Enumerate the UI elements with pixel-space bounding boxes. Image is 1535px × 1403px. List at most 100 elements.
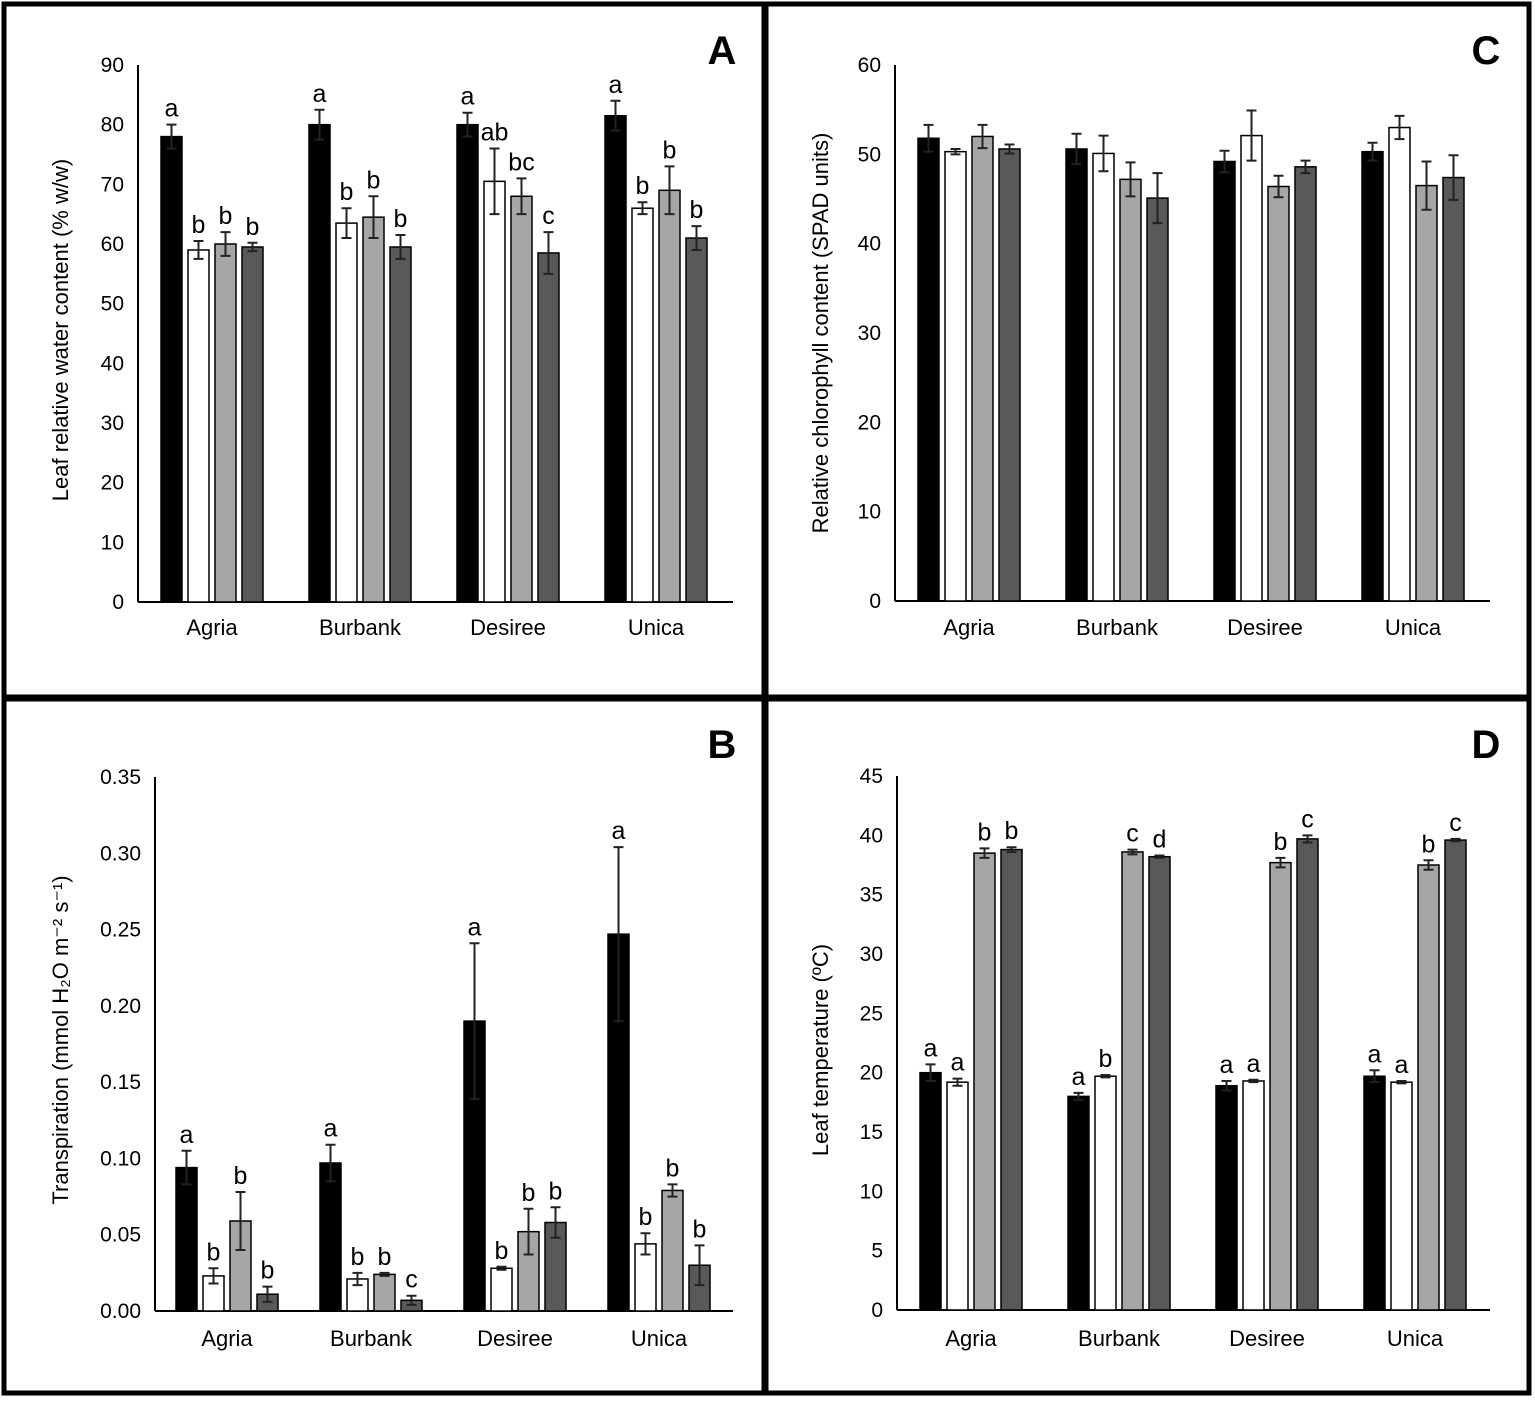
panel-a-x-tick-label: Unica [628, 615, 685, 640]
panel-d-bar [1417, 864, 1440, 1311]
panel-b-significance-label: a [468, 913, 482, 941]
panel-b-error-bar [667, 1183, 678, 1198]
panel-c-error-bar [1219, 149, 1230, 174]
panel-a-error-bar [341, 207, 352, 240]
panel-a-error-bar [691, 225, 702, 251]
panel-c-x-tick-label: Desiree [1227, 615, 1303, 640]
panel-b-significance-label: a [180, 1121, 194, 1149]
panel-b-y-tick-label: 0.30 [100, 842, 141, 865]
panel-d-significance-label: b [1099, 1045, 1113, 1073]
panel-d-y-tick-label: 10 [860, 1180, 883, 1203]
panel-c-error-bar [1300, 159, 1311, 175]
panel-a-bar [537, 252, 560, 603]
panel-b-y-tick-label: 0.05 [100, 1224, 141, 1247]
panel-a-error-bar [516, 177, 527, 216]
panel-d-bar [1067, 1095, 1090, 1311]
panel-d-error-bar [1423, 859, 1434, 871]
panel-c-error-bar [950, 147, 961, 156]
panel-d-error-bar [1127, 848, 1138, 856]
panel-c-error-bar [1421, 160, 1432, 211]
panel-a-significance-label: a [165, 95, 179, 123]
panel-b-x-tick-label: Burbank [330, 1326, 413, 1351]
panel-a-error-bar [166, 123, 177, 150]
panel-b-significance-label: b [234, 1162, 248, 1190]
panel-b-y-tick-label: 0.25 [100, 919, 141, 942]
panel-a-bar [658, 189, 681, 603]
panel-d-error-bar [1369, 1069, 1380, 1084]
panel-c-y-tick-label: 50 [858, 143, 881, 166]
panel-b-error-bar [550, 1206, 561, 1239]
panel-c-error-bar [1098, 134, 1109, 173]
panel-a-bar [631, 207, 654, 603]
panel-d-y-tick-label: 45 [860, 765, 883, 788]
panel-a-significance-label: a [313, 80, 327, 108]
panel-a-significance-label: b [340, 178, 354, 206]
panel-d-bar [946, 1081, 969, 1311]
panel-b-x-tick-label: Desiree [477, 1326, 553, 1351]
panel-d-letter: D [1472, 723, 1501, 767]
panel-a-significance-label: b [367, 166, 381, 194]
panel-c-bar [1146, 197, 1169, 602]
panel-a-error-bar [489, 147, 500, 216]
panel-b-plot: 0.000.050.100.150.200.250.300.35Agriaabb… [100, 766, 733, 1351]
panel-d: D Leaf temperature (ºC) 0 5 10 15 20 25 30 35 40… [763, 696, 1532, 1396]
panel-a-x-tick-label: Agria [186, 615, 238, 640]
panel-b-error-bar [208, 1267, 219, 1285]
panel-d-error-bar [1073, 1091, 1084, 1101]
panel-d-bar [1000, 848, 1023, 1311]
panel-d-significance-label: b [1274, 828, 1288, 856]
panel-a-significance-label: b [219, 202, 233, 230]
panel-a-error-bar [314, 108, 325, 141]
panel-a-error-bar [637, 201, 648, 216]
panel-a-bar [187, 249, 210, 603]
panel-a-bar [510, 195, 533, 603]
panel-a-error-bar [543, 231, 554, 275]
panel-c-error-bar [977, 123, 988, 150]
panel-c-y-tick-label: 60 [858, 54, 881, 77]
panel-d-significance-label: a [1220, 1051, 1234, 1079]
panel-d-y-axis-label: Leaf temperature (ºC) [808, 944, 833, 1156]
panel-d-bar [1390, 1081, 1413, 1311]
panel-b-significance-label: b [378, 1243, 392, 1271]
panel-b-error-bar [325, 1143, 336, 1183]
panel-d-error-bar [1302, 834, 1313, 844]
panel-a-significance-label: b [192, 211, 206, 239]
panel-c-y-tick-label: 0 [869, 590, 881, 613]
panel-c-error-bar [1394, 114, 1405, 141]
panel-d-error-bar [1396, 1079, 1407, 1085]
panel-d-significance-label: a [1072, 1063, 1086, 1091]
panel-d-significance-label: b [1005, 817, 1019, 845]
panel-c-error-bar [1071, 132, 1082, 166]
panel-b-error-bar [640, 1232, 651, 1256]
panel-d-significance-label: b [1422, 830, 1436, 858]
panel-d-y-tick-label: 25 [860, 1002, 883, 1025]
panel-c-error-bar [1246, 109, 1257, 162]
panel-b-error-bar [352, 1271, 363, 1287]
panel-d-significance-label: a [1395, 1051, 1409, 1079]
panel-a-bar [308, 123, 331, 603]
panel-c-y-tick-label: 20 [858, 411, 881, 434]
panel-d-significance-label: a [924, 1034, 938, 1062]
panel-b-error-bar [523, 1207, 534, 1256]
panel-b-bar [661, 1189, 684, 1312]
panel-a-bar [241, 246, 264, 603]
panel-c-y-tick-label: 40 [858, 233, 881, 256]
panel-d-bar [919, 1071, 942, 1311]
panel-b-significance-label: b [495, 1237, 509, 1265]
panel-b-error-bar [235, 1190, 246, 1251]
panel-a-significance-label: b [246, 213, 260, 241]
panel-d-y-tick-label: 35 [860, 884, 883, 907]
panel-c-bar [1065, 148, 1088, 602]
panel-b-y-tick-label: 0.00 [100, 1300, 141, 1323]
panel-d-bar [1094, 1075, 1117, 1311]
panel-c-letter: C [1472, 29, 1501, 73]
panel-d-significance-label: c [1301, 805, 1314, 833]
panel-b-error-bar [613, 846, 624, 1023]
panel-b-significance-label: c [405, 1266, 418, 1294]
panel-d-significance-label: b [978, 818, 992, 846]
panel-a-error-bar [247, 241, 258, 253]
panel-c-error-bar [1448, 154, 1459, 201]
panel-a-error-bar [220, 231, 231, 257]
